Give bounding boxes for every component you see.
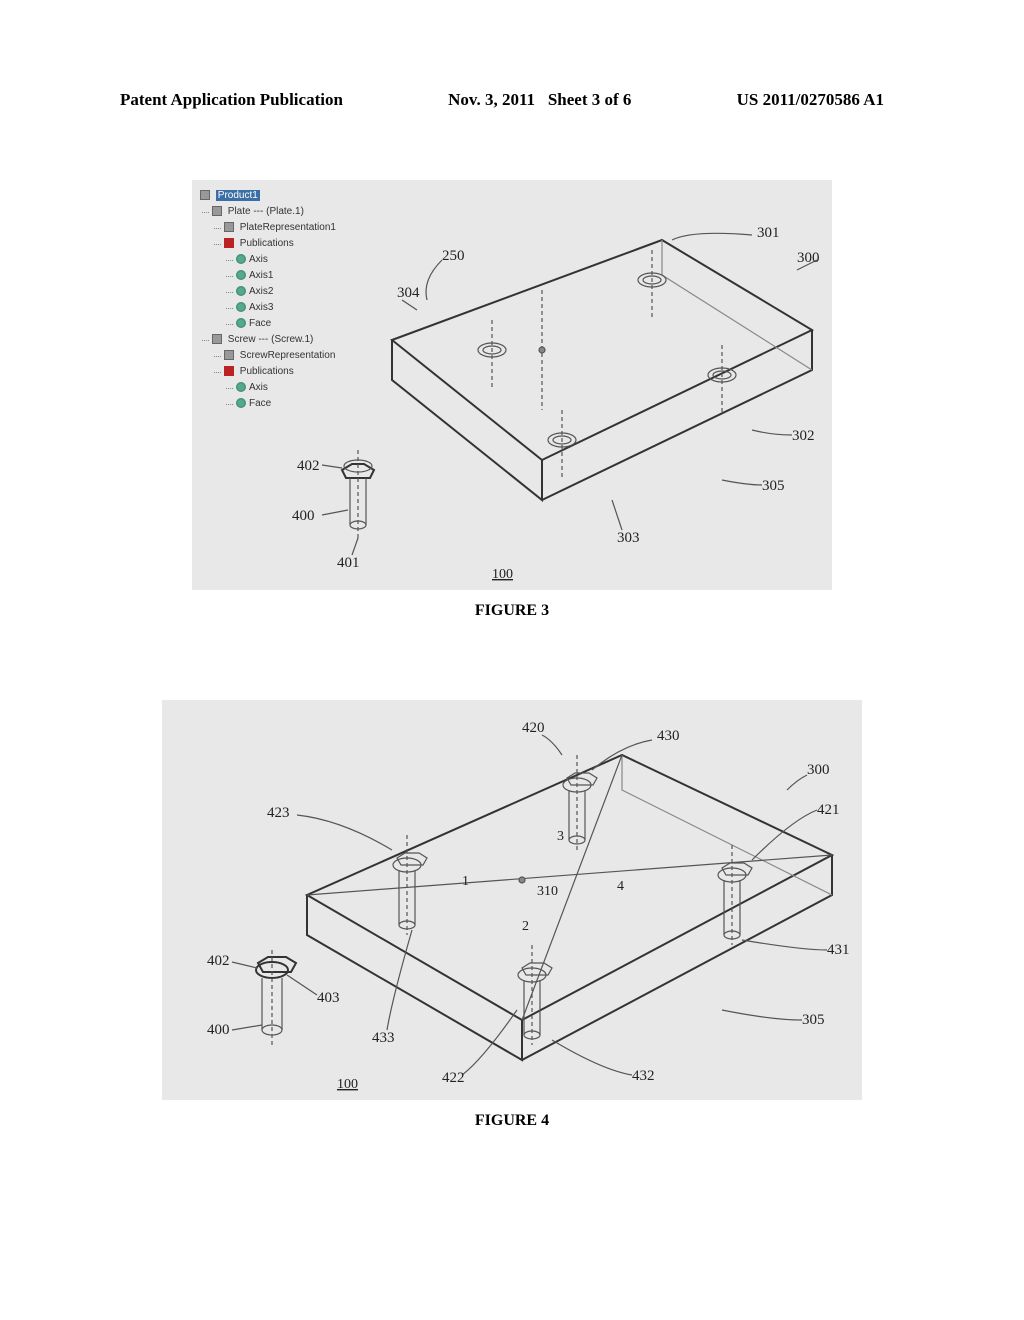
header-mid: Nov. 3, 2011 Sheet 3 of 6 bbox=[448, 90, 631, 110]
page-header: Patent Application Publication Nov. 3, 2… bbox=[0, 90, 1024, 110]
callout-432: 432 bbox=[632, 1068, 655, 1085]
callout-300: 300 bbox=[797, 250, 820, 267]
callout-305: 305 bbox=[762, 478, 785, 495]
callout-430: 430 bbox=[657, 728, 680, 745]
callout-401: 401 bbox=[337, 555, 360, 572]
callout-423: 423 bbox=[267, 805, 290, 822]
figure-3: Product1 Plate --- (Plate.1) PlateRepres… bbox=[192, 180, 832, 620]
callout-422: 422 bbox=[442, 1070, 465, 1087]
header-date: Nov. 3, 2011 bbox=[448, 90, 535, 109]
header-left: Patent Application Publication bbox=[120, 90, 343, 110]
callout-301: 301 bbox=[757, 225, 780, 242]
figure-3-base-ref: 100 bbox=[492, 567, 513, 582]
callout-300: 300 bbox=[807, 762, 830, 779]
face-label-3: 3 bbox=[557, 829, 564, 844]
face-label-4: 4 bbox=[617, 879, 624, 894]
callout-250: 250 bbox=[442, 248, 465, 265]
figure-4-caption: FIGURE 4 bbox=[162, 1112, 862, 1130]
callout-402: 402 bbox=[297, 458, 320, 475]
header-sheet: Sheet 3 of 6 bbox=[548, 90, 632, 109]
callout-304: 304 bbox=[397, 285, 420, 302]
figure-3-caption: FIGURE 3 bbox=[192, 602, 832, 620]
callout-400: 400 bbox=[292, 508, 315, 525]
callout-431: 431 bbox=[827, 942, 850, 959]
figure-4: 310 1 2 3 4 bbox=[162, 700, 862, 1130]
callout-303: 303 bbox=[617, 530, 640, 547]
callout-305: 305 bbox=[802, 1012, 825, 1029]
figure-4-svg: 310 1 2 3 4 bbox=[162, 700, 862, 1100]
face-label-2: 2 bbox=[522, 919, 529, 934]
figure-4-scene: 310 1 2 3 4 bbox=[162, 700, 862, 1100]
callout-421: 421 bbox=[817, 802, 840, 819]
figure-3-svg: 100 bbox=[192, 180, 832, 590]
figure-3-scene: Product1 Plate --- (Plate.1) PlateRepres… bbox=[192, 180, 832, 590]
callout-302: 302 bbox=[792, 428, 815, 445]
callout-433: 433 bbox=[372, 1030, 395, 1047]
header-right: US 2011/0270586 A1 bbox=[737, 90, 884, 110]
callout-402: 402 bbox=[207, 953, 230, 970]
callout-403: 403 bbox=[317, 990, 340, 1007]
callout-420: 420 bbox=[522, 720, 545, 737]
figure-4-base-ref: 100 bbox=[337, 1077, 358, 1092]
callout-310: 310 bbox=[537, 884, 558, 899]
face-label-1: 1 bbox=[462, 874, 469, 889]
callout-400: 400 bbox=[207, 1022, 230, 1039]
